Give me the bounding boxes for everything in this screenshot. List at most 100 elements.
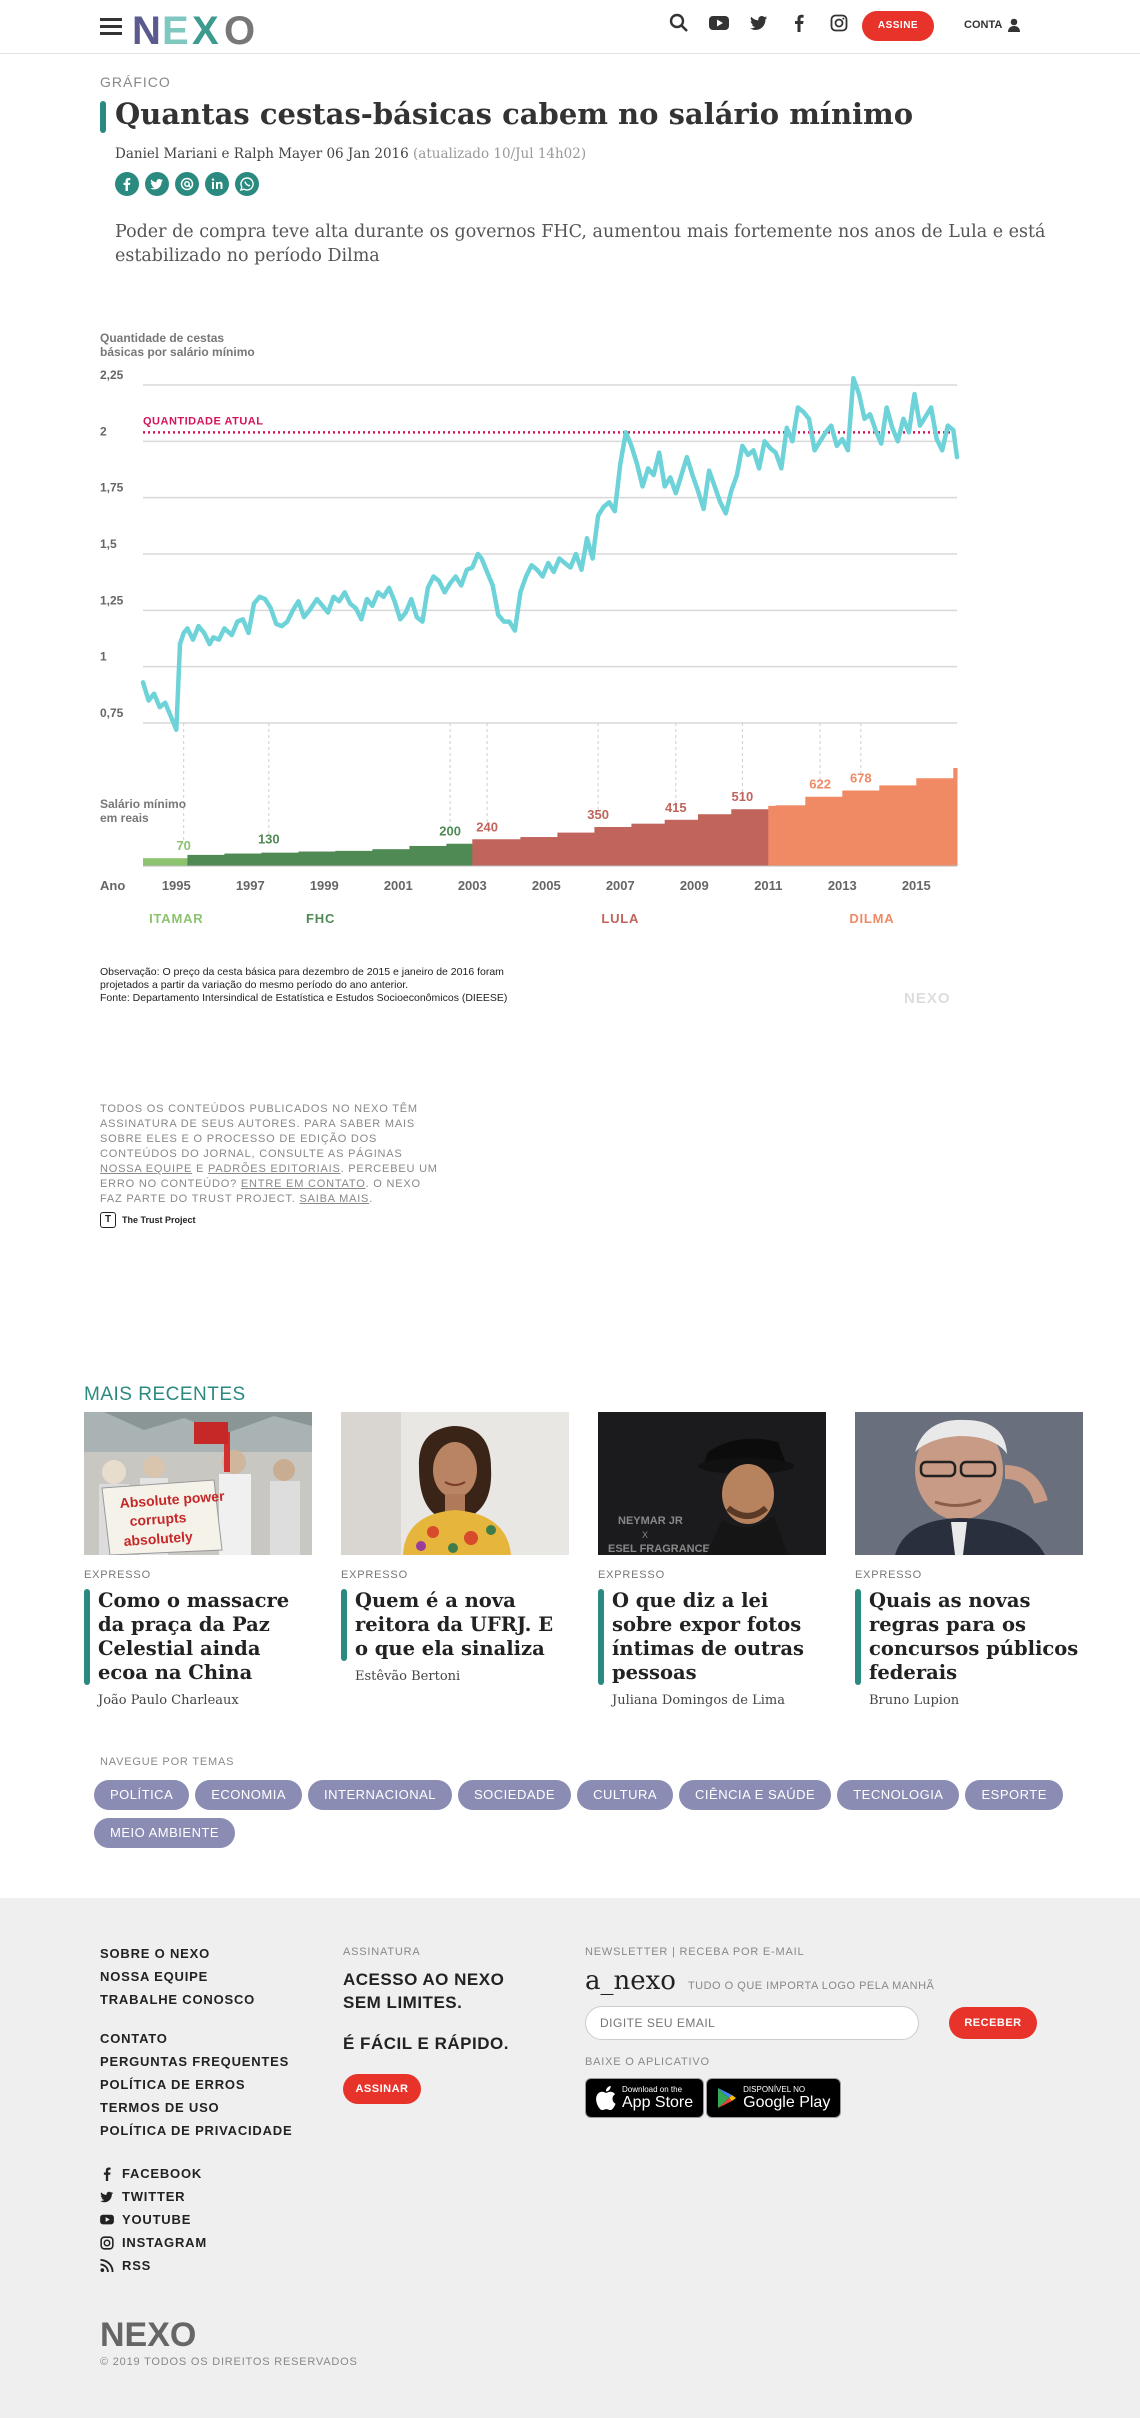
top-bar: N E X O ASSINE CONTA — [0, 0, 1140, 54]
footer-social-twitter[interactable]: TWITTER — [100, 2185, 292, 2208]
footer-social-instagram[interactable]: INSTAGRAM — [100, 2231, 292, 2254]
nexo-logo[interactable]: N E X O — [132, 8, 282, 48]
x-tick-label: 2005 — [532, 878, 561, 893]
footer-link-termos[interactable]: TERMOS DE USO — [100, 2100, 220, 2115]
trust-text: . PERCEBEU UM ERRO NO CONTEÚDO? — [100, 1163, 438, 1190]
facebook-icon[interactable] — [788, 12, 810, 34]
footer-social-rss[interactable]: RSS — [100, 2254, 292, 2277]
tema-esporte[interactable]: ESPORTE — [965, 1780, 1063, 1810]
youtube-icon[interactable] — [708, 12, 730, 34]
share-facebook-icon[interactable] — [115, 172, 139, 196]
card-author: Bruno Lupion — [869, 1693, 960, 1708]
svg-text:E: E — [162, 9, 189, 48]
tema-tecnologia[interactable]: TECNOLOGIA — [837, 1780, 960, 1810]
apple-icon — [596, 2086, 616, 2110]
y-tick-label: 1 — [100, 650, 107, 664]
temas-label: NAVEGUE POR TEMAS — [100, 1756, 235, 1768]
byline-authors: Daniel Mariani e Ralph Mayer 06 Jan 2016 — [115, 146, 409, 162]
recent-card[interactable]: NEYMAR JR X ESEL FRAGRANCES EXPRESSO O q… — [598, 1412, 826, 1708]
x-tick-label: 2001 — [384, 878, 413, 893]
card-title[interactable]: O que diz a lei sobre expor fotos íntima… — [612, 1589, 804, 1684]
wage-bar — [187, 854, 225, 866]
card-title[interactable]: Como o massacre da praça da Paz Celestia… — [98, 1589, 290, 1684]
tema-ciencia-e-saude[interactable]: CIÊNCIA E SAÚDE — [679, 1780, 832, 1810]
card-author: João Paulo Charleaux — [98, 1693, 239, 1708]
footer-link-trabalhe[interactable]: TRABALHE CONOSCO — [100, 1992, 256, 2007]
wage-bar — [916, 778, 954, 866]
footer-link-equipe[interactable]: NOSSA EQUIPE — [100, 1969, 209, 1984]
wage-bar — [472, 839, 521, 866]
footer-link-sobre[interactable]: SOBRE O NEXO — [100, 1946, 211, 1961]
tema-internacional[interactable]: INTERNACIONAL — [308, 1780, 453, 1810]
card-title[interactable]: Quais as novas regras para os concursos … — [869, 1589, 1079, 1684]
share-email-icon[interactable] — [175, 172, 199, 196]
chart-note: Observação: O preço da cesta básica para… — [100, 966, 507, 1005]
app-store-button[interactable]: Download on the App Store — [585, 2078, 705, 2118]
footer-social-facebook[interactable]: FACEBOOK — [100, 2162, 292, 2185]
article-thumbnail[interactable] — [341, 1412, 569, 1555]
tema-politica[interactable]: POLÍTICA — [94, 1780, 190, 1810]
wage-bar — [731, 809, 769, 866]
y-tick-label: 1,5 — [100, 537, 117, 551]
card-author: Juliana Domingos de Lima — [612, 1693, 785, 1708]
footer-social-youtube[interactable]: YOUTUBE — [100, 2208, 292, 2231]
recent-card[interactable]: Absolute power corrupts absolutely EXPRE… — [84, 1412, 312, 1708]
share-twitter-icon[interactable] — [145, 172, 169, 196]
y-tick-label: 0,75 — [100, 706, 124, 720]
trust-project-logo[interactable]: T The Trust Project — [100, 1212, 196, 1228]
search-icon[interactable] — [668, 12, 690, 34]
tema-economia[interactable]: ECONOMIA — [195, 1780, 303, 1810]
receber-button[interactable]: RECEBER — [949, 2007, 1037, 2039]
wage-bar — [698, 814, 732, 866]
footer-link-privacidade[interactable]: POLÍTICA DE PRIVACIDADE — [100, 2123, 293, 2138]
wage-bar — [335, 850, 373, 866]
share-linkedin-icon[interactable] — [205, 172, 229, 196]
instagram-icon — [100, 2235, 114, 2250]
tema-sociedade[interactable]: SOCIEDADE — [458, 1780, 572, 1810]
chart-source-line: Fonte: Departamento Intersindical de Est… — [100, 992, 508, 1004]
menu-icon[interactable] — [100, 18, 122, 36]
footer-link-politica-erros[interactable]: POLÍTICA DE ERROS — [100, 2077, 246, 2092]
saiba-mais-link[interactable]: SAIBA MAIS — [299, 1193, 370, 1205]
y-tick-label: 1,25 — [100, 593, 124, 607]
appstore-big: App Store — [622, 2093, 694, 2111]
recent-card[interactable]: EXPRESSO Quais as novas regras para os c… — [855, 1412, 1083, 1708]
share-buttons — [115, 172, 259, 196]
conta-button[interactable]: CONTA — [964, 18, 1021, 32]
footer-link-perguntas[interactable]: PERGUNTAS FREQUENTES — [100, 2054, 290, 2069]
card-kicker: EXPRESSO — [855, 1569, 922, 1581]
backdrop-text: ESEL FRAGRANCES — [608, 1543, 717, 1555]
google-play-button[interactable]: DISPONÍVEL NO Google Play — [706, 2078, 842, 2118]
tema-cultura[interactable]: CULTURA — [577, 1780, 674, 1810]
article-thumbnail[interactable] — [855, 1412, 1083, 1555]
social-label: YOUTUBE — [122, 2212, 192, 2227]
article-thumbnail[interactable]: NEYMAR JR X ESEL FRAGRANCES — [598, 1412, 826, 1555]
x-tick-label: 2013 — [828, 878, 857, 893]
assinar-button[interactable]: ASSINAR — [343, 2074, 421, 2104]
entre-em-contato-link[interactable]: ENTRE EM CONTATO — [240, 1178, 366, 1190]
twitter-icon[interactable] — [748, 12, 770, 34]
article-thumbnail[interactable]: Absolute power corrupts absolutely — [84, 1412, 312, 1555]
trust-text: . — [369, 1193, 374, 1205]
wage-value-label: 70 — [176, 838, 190, 853]
assinatura-label: ASSINATURA — [343, 1946, 421, 1958]
card-title[interactable]: Quem é a nova reitora da UFRJ. E o que e… — [355, 1589, 554, 1660]
share-whatsapp-icon[interactable] — [235, 172, 259, 196]
wage-bar — [879, 785, 917, 866]
wage-value-label: 350 — [587, 807, 609, 822]
wage-bar — [805, 796, 843, 866]
svg-text:O: O — [224, 9, 255, 48]
padroes-editoriais-link[interactable]: PADRÕES EDITORIAIS — [208, 1163, 341, 1175]
tema-meio-ambiente[interactable]: MEIO AMBIENTE — [94, 1818, 236, 1848]
article-lede: Poder de compra teve alta durante os gov… — [115, 222, 1046, 266]
trust-project-icon: T — [100, 1212, 116, 1228]
nossa-equipe-link[interactable]: NOSSA EQUIPE — [100, 1163, 193, 1175]
footer-nexo-logo[interactable]: NEXO — [100, 2316, 220, 2350]
instagram-icon[interactable] — [828, 12, 850, 34]
assine-button[interactable]: ASSINE — [862, 11, 934, 41]
assinatura-headline: ACESSO AO NEXO SEM LIMITES. — [343, 1970, 505, 2012]
era-label: LULA — [601, 911, 639, 926]
recent-card[interactable]: EXPRESSO Quem é a nova reitora da UFRJ. … — [341, 1412, 569, 1684]
footer-link-contato[interactable]: CONTATO — [100, 2031, 168, 2046]
email-input[interactable] — [585, 2006, 919, 2040]
